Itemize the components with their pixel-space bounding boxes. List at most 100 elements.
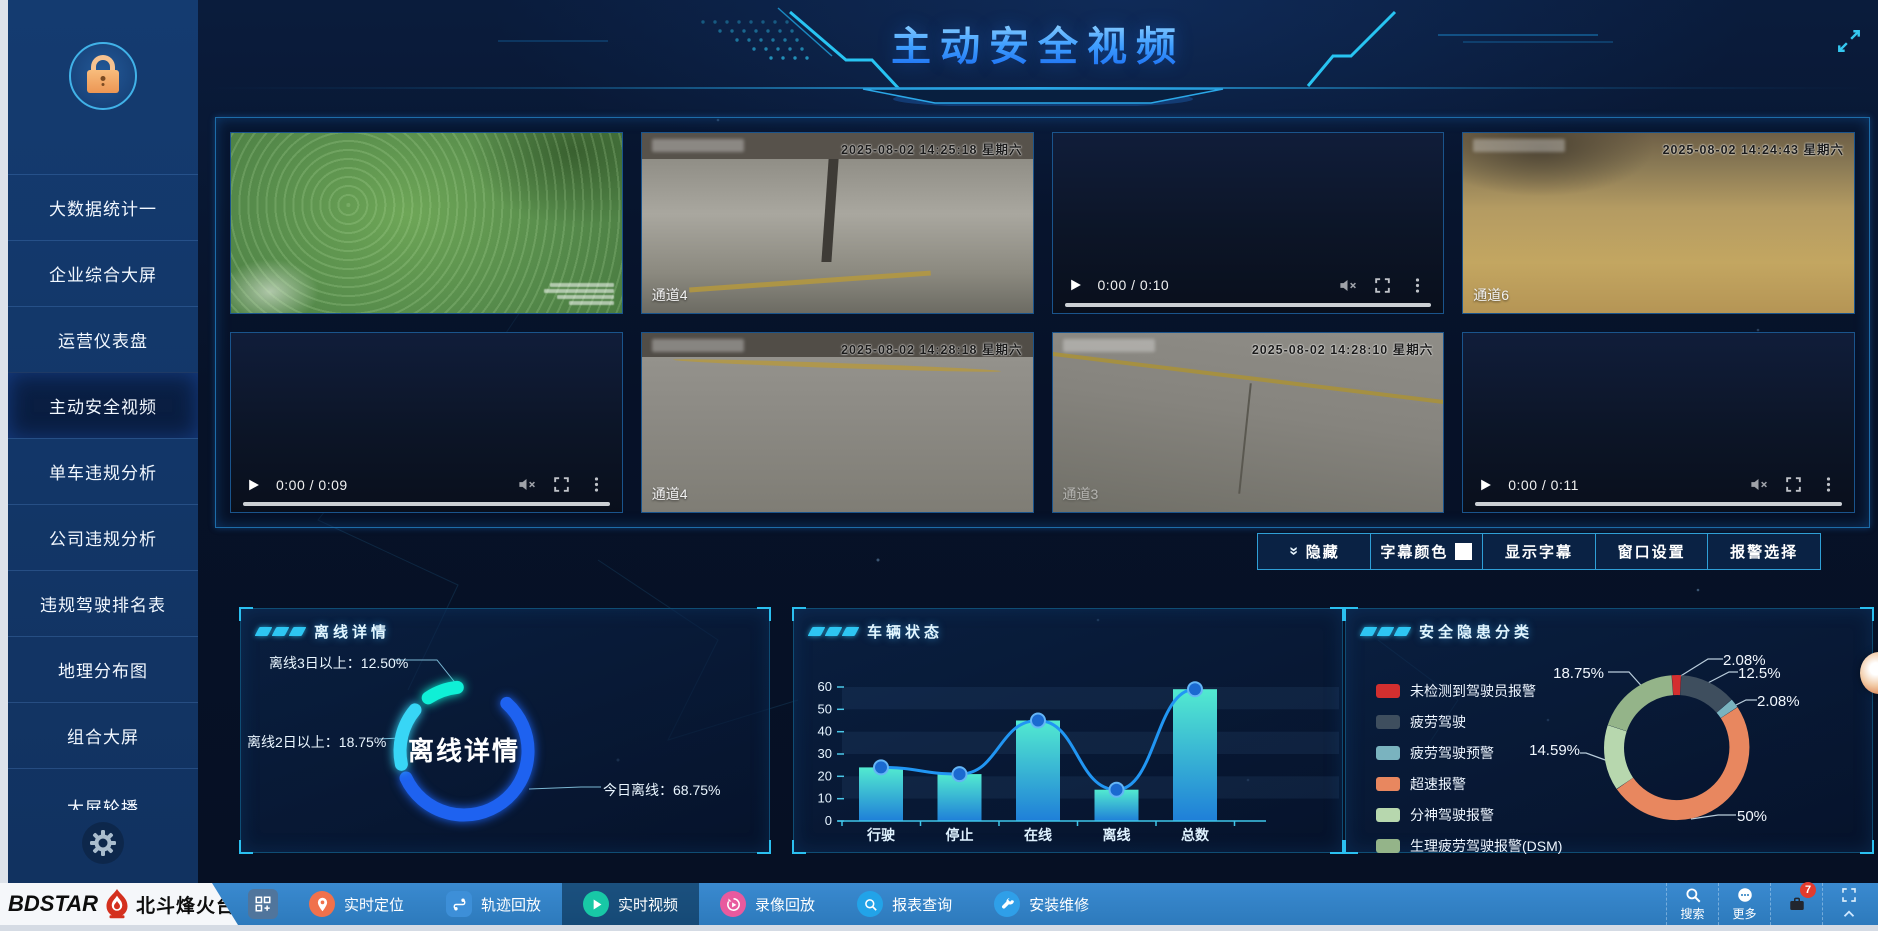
subtitle-control-button[interactable]: 字幕颜色 bbox=[1369, 533, 1484, 570]
bottom-nav-item[interactable]: 实时视频 bbox=[562, 883, 700, 925]
camera-channel-label: 通道4 bbox=[651, 486, 688, 502]
bottom-nav-item[interactable]: 实时定位 bbox=[288, 883, 425, 925]
sidebar-item[interactable]: 主动安全视频 bbox=[8, 372, 198, 438]
route-icon bbox=[446, 891, 473, 917]
panel-title-bars-icon bbox=[1359, 627, 1412, 636]
legend-label: 疲劳驾驶 bbox=[1410, 714, 1466, 730]
legend-swatch bbox=[1376, 808, 1400, 822]
camera-feed[interactable] bbox=[231, 133, 622, 313]
sidebar-item[interactable]: 组合大屏 bbox=[8, 702, 198, 768]
button-label: 报警选择 bbox=[1730, 544, 1799, 561]
bottom-nav-item[interactable]: 录像回放 bbox=[699, 883, 836, 925]
mute-icon[interactable] bbox=[517, 475, 536, 494]
subtitle-control-button[interactable]: » 隐藏 bbox=[1257, 533, 1371, 570]
mute-icon[interactable] bbox=[1749, 475, 1768, 494]
camera-feed[interactable]: 2025-08-02 14:28:18 星期六 通道4 bbox=[641, 332, 1033, 512]
sidebar-item[interactable]: 违规驾驶排名表 bbox=[8, 570, 198, 636]
double-chevron-down-icon: » bbox=[1285, 546, 1303, 557]
report-icon bbox=[857, 891, 884, 917]
logo: BDSTAR 北斗烽火台 bbox=[0, 883, 238, 925]
sidebar-item[interactable]: 企业综合大屏 bbox=[8, 240, 198, 306]
button-label: 隐藏 bbox=[1305, 544, 1340, 561]
fullscreen-expand-icon[interactable] bbox=[1836, 28, 1862, 54]
video-fullscreen-icon[interactable] bbox=[552, 475, 571, 494]
play-icon[interactable] bbox=[1479, 478, 1492, 492]
video-progress-bar[interactable] bbox=[1475, 502, 1842, 506]
sidebar-item-label: 地理分布图 bbox=[58, 662, 148, 681]
legend-label: 超速报警 bbox=[1410, 776, 1466, 792]
donut-percent-label: 50% bbox=[1737, 808, 1768, 825]
header-decoration bbox=[198, 7, 1878, 108]
camera-feed[interactable]: 2025-08-02 14:25:18 星期六 通道4 bbox=[641, 133, 1033, 313]
settings-gear-button[interactable] bbox=[82, 822, 124, 864]
video-player[interactable]: 0:00 / 0:09 bbox=[231, 332, 622, 512]
search-icon bbox=[1685, 888, 1700, 903]
flame-icon bbox=[106, 889, 128, 919]
subtitle-control-button[interactable]: 显示字幕 bbox=[1482, 533, 1596, 570]
sidebar-item[interactable]: 公司违规分析 bbox=[8, 504, 198, 570]
bottom-right-item[interactable]: 更多 bbox=[1718, 883, 1770, 925]
donut-percent-label: 14.59% bbox=[1529, 742, 1580, 759]
bottom-nav-label: 录像回放 bbox=[755, 896, 816, 914]
kebab-menu-icon[interactable] bbox=[587, 475, 606, 494]
legend-label: 分神驾驶报警 bbox=[1410, 807, 1494, 823]
sidebar-item-label: 大数据统计一 bbox=[49, 200, 157, 219]
subtitle-control-button[interactable]: 报警选择 bbox=[1707, 533, 1821, 570]
kebab-menu-icon[interactable] bbox=[1408, 276, 1427, 295]
video-time: 0:00 / 0:10 bbox=[1097, 277, 1170, 293]
play-icon[interactable] bbox=[1069, 278, 1082, 292]
bottom-right-item[interactable]: 搜索 bbox=[1666, 883, 1718, 925]
video-progress-bar[interactable] bbox=[243, 502, 610, 506]
legend-item: 未检测到驾驶员报警 bbox=[1376, 681, 1562, 701]
video-fullscreen-icon[interactable] bbox=[1373, 276, 1392, 295]
camera-feed[interactable]: 2025-08-02 14:28:10 星期六 通道3 bbox=[1052, 332, 1444, 512]
legend-item: 疲劳驾驶 bbox=[1376, 712, 1562, 732]
video-controls: 0:00 / 0:11 bbox=[1479, 475, 1838, 494]
subtitle-color-swatch[interactable] bbox=[1455, 543, 1473, 560]
legend-swatch bbox=[1376, 777, 1400, 791]
sidebar-item[interactable]: 大数据统计一 bbox=[8, 174, 198, 240]
mute-icon[interactable] bbox=[1338, 276, 1357, 295]
hazard-donut-chart bbox=[1580, 658, 1757, 821]
video-fullscreen-icon[interactable] bbox=[1784, 475, 1803, 494]
camera-feed[interactable]: 2025-08-02 14:24:43 星期六 通道6 bbox=[1463, 133, 1854, 313]
legend-label: 未检测到驾驶员报警 bbox=[1410, 683, 1536, 699]
kebab-menu-icon[interactable] bbox=[1819, 475, 1838, 494]
subtitle-control-button[interactable]: 窗口设置 bbox=[1594, 533, 1709, 570]
notification-badge: 7 bbox=[1800, 882, 1816, 898]
lock-icon[interactable] bbox=[69, 42, 137, 110]
pin-icon bbox=[309, 891, 335, 917]
svg-text:行驶: 行驶 bbox=[866, 827, 895, 843]
video-controls: 0:00 / 0:10 bbox=[1069, 276, 1428, 295]
panel-title-bars-icon bbox=[807, 627, 860, 636]
bottom-right-label: 更多 bbox=[1732, 907, 1757, 921]
video-player[interactable]: 0:00 / 0:10 bbox=[1052, 133, 1444, 313]
sidebar-item[interactable]: 大屏轮播 bbox=[8, 768, 198, 810]
video-progress-bar[interactable] bbox=[1064, 302, 1432, 307]
bottom-right-item[interactable] bbox=[1822, 883, 1874, 925]
bottom-toolbar: BDSTAR 北斗烽火台 实时定位 轨迹回放 实时视频 录像回放 报表查询 bbox=[0, 882, 1878, 925]
legend-swatch bbox=[1376, 839, 1400, 853]
video-player[interactable]: 0:00 / 0:11 bbox=[1463, 332, 1854, 512]
sidebar-item[interactable]: 运营仪表盘 bbox=[8, 306, 198, 372]
svg-text:在线: 在线 bbox=[1024, 827, 1052, 843]
bottom-nav-item[interactable]: 安装维修 bbox=[973, 883, 1110, 925]
sidebar-item[interactable]: 单车违规分析 bbox=[8, 438, 198, 504]
sidebar-item[interactable]: 地理分布图 bbox=[8, 636, 198, 702]
offline-donut-chart: 离线详情 bbox=[378, 659, 601, 822]
bottom-right-item[interactable]: 7 bbox=[1770, 882, 1822, 925]
legend-swatch bbox=[1376, 684, 1400, 698]
bottom-nav-item[interactable]: 报表查询 bbox=[836, 883, 973, 925]
svg-text:离线详情: 离线详情 bbox=[408, 736, 520, 766]
page-header: 主动安全视频 bbox=[198, 0, 1878, 108]
play-icon[interactable] bbox=[247, 478, 260, 492]
briefcase-icon bbox=[1789, 897, 1804, 910]
video-controls: 0:00 / 0:09 bbox=[247, 475, 606, 494]
sidebar-menu: 大数据统计一 企业综合大屏 运营仪表盘 主动安全视频 单车违规分析 公司违规分析… bbox=[8, 174, 198, 810]
apps-grid-button[interactable] bbox=[248, 889, 278, 919]
logo-text-cn: 北斗烽火台 bbox=[136, 895, 237, 917]
bottom-nav-item[interactable]: 轨迹回放 bbox=[425, 883, 562, 925]
legend-swatch bbox=[1376, 746, 1400, 760]
sidebar-item-label: 组合大屏 bbox=[67, 728, 139, 747]
